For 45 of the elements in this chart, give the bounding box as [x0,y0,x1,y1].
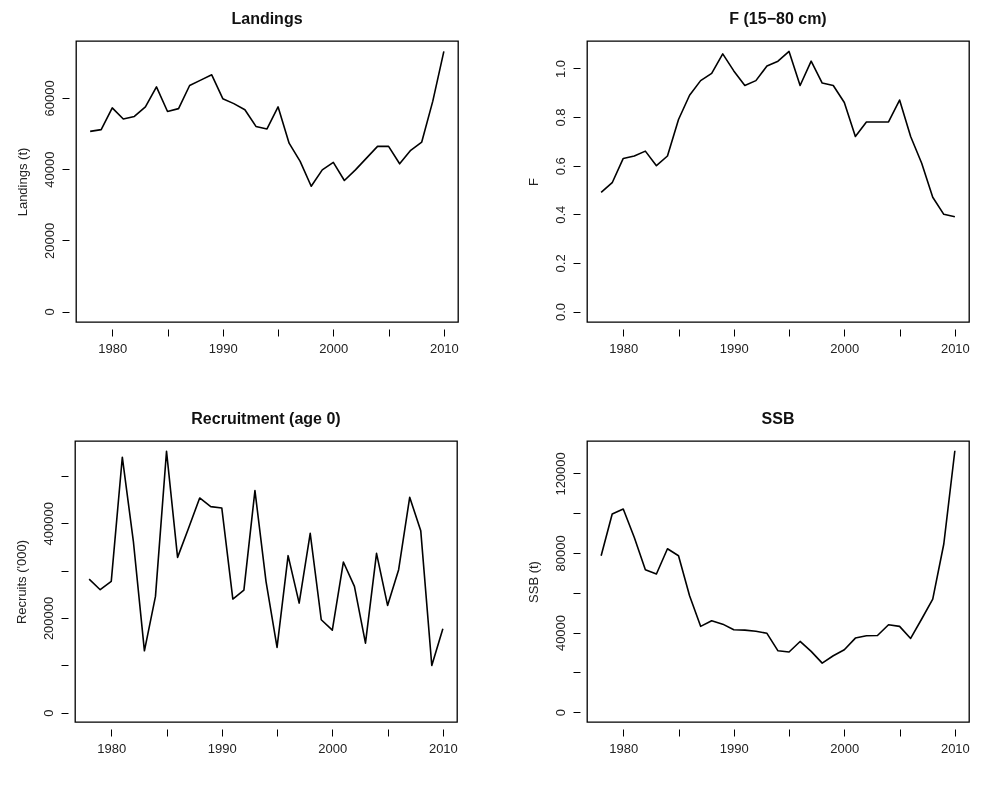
x-tick-label: 1990 [719,340,749,356]
y-tick-label: 1.0 [552,59,568,79]
x-tick-label: 2000 [319,340,349,356]
line-series [600,50,956,218]
y-axis-title: F [525,177,541,186]
y-axis-title: SSB (t) [525,561,541,603]
y-axis-title: Landings (t) [14,147,30,217]
y-tick-label: 0 [40,709,56,717]
y-tick-label: 0 [41,308,57,316]
y-tick-label: 120000 [552,452,568,496]
y-tick-label: 20000 [41,222,57,259]
line-series [600,449,956,664]
y-tick-label: 0.0 [552,303,568,322]
x-tick-label: 2010 [429,340,459,356]
x-tick-label: 2000 [830,740,860,756]
chart-title: SSB [761,410,795,427]
x-tick-label: 1980 [97,740,127,756]
y-tick-label: 0 [552,708,568,717]
x-tick-label: 1980 [98,340,128,356]
line-series [89,50,445,188]
y-tick-label: 80000 [552,535,568,572]
y-tick-label: 200000 [40,596,56,641]
line-series [88,450,444,667]
x-tick-label: 1990 [208,340,238,356]
x-tick-label: 1990 [207,740,237,756]
x-tick-label: 2010 [940,740,970,756]
y-axis-title: Recruits ('000) [13,539,29,625]
chart-title: Recruitment (age 0) [191,410,341,427]
y-tick-label: 40000 [552,614,568,652]
y-tick-label: 0.8 [552,108,568,127]
y-tick-label: 40000 [41,151,57,188]
y-tick-label: 400000 [40,502,56,546]
x-tick-label: 2010 [428,740,458,756]
x-tick-label: 1990 [719,740,749,756]
x-tick-label: 2000 [318,740,348,756]
chart-title: F (15−80 cm) [729,10,827,27]
x-tick-label: 2000 [830,340,860,356]
x-tick-label: 1980 [609,340,639,356]
y-tick-label: 0.6 [552,157,568,176]
x-tick-label: 2010 [940,340,970,356]
y-tick-label: 0.4 [552,205,568,224]
y-tick-label: 60000 [41,80,57,117]
chart-title: Landings [231,10,303,27]
x-tick-label: 1980 [609,740,639,756]
y-tick-label: 0.2 [552,254,568,273]
